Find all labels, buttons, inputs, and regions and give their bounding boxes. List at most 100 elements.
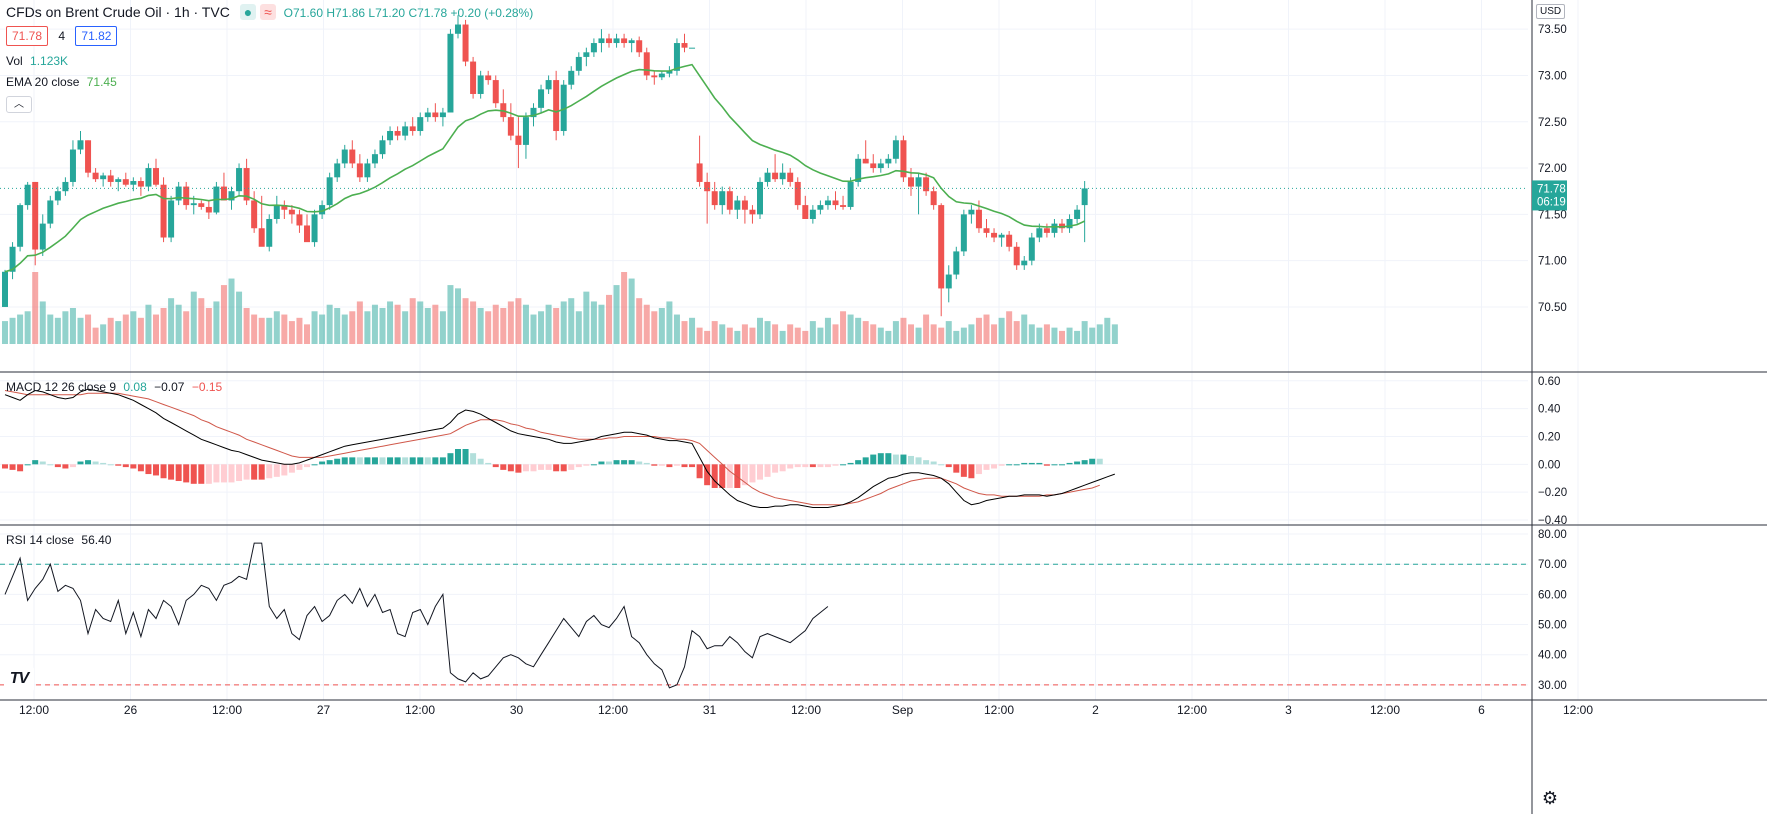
rsi-axis-tick: 30.00: [1538, 680, 1567, 692]
ohlc-high: H71.86: [326, 6, 366, 20]
macd-axis-tick: −0.40: [1538, 515, 1567, 527]
candle-body: [402, 126, 409, 136]
candle-body: [968, 209, 975, 215]
volume-bar: [175, 304, 182, 344]
macd-histogram-bar: [545, 464, 552, 470]
candle-body: [258, 228, 265, 247]
time-axis-label: 12:00: [791, 703, 821, 717]
candle-body: [538, 89, 545, 108]
volume-bar: [545, 304, 552, 344]
ema-legend-name: EMA 20 close: [6, 75, 80, 89]
volume-legend[interactable]: Vol 1.123K: [6, 54, 68, 68]
candle-body: [32, 181, 39, 250]
candle-body: [1074, 209, 1081, 219]
macd-histogram-bar: [288, 464, 295, 473]
ema-legend-value: 71.45: [86, 75, 117, 89]
volume-bar: [32, 272, 39, 344]
collapse-legend-button[interactable]: ︿: [6, 96, 32, 113]
candle-body: [575, 56, 582, 71]
macd-histogram-bar: [17, 464, 24, 472]
candle-body: [371, 154, 378, 164]
data-mode-badge[interactable]: ≈: [260, 4, 276, 20]
rsi-pane: [0, 542, 1528, 689]
macd-histogram-bar: [983, 464, 990, 470]
volume-bar: [1006, 311, 1013, 344]
macd-histogram-bar: [666, 464, 673, 468]
candle-body: [749, 209, 756, 215]
macd-histogram-bar: [175, 464, 182, 482]
volume-legend-value: 1.123K: [30, 54, 69, 68]
candle-body: [711, 191, 718, 206]
volume-bar: [296, 317, 303, 344]
macd-histogram-bar: [530, 464, 537, 472]
candle-body: [1036, 228, 1043, 238]
volume-bar: [945, 321, 952, 344]
price-axis-tick: 71.50: [1538, 209, 1567, 221]
settings-gear-icon[interactable]: ⚙: [1541, 787, 1559, 808]
currency-selector[interactable]: USD: [1536, 3, 1566, 19]
ask-price-box[interactable]: 71.82: [75, 26, 118, 46]
candle-body: [39, 223, 46, 250]
macd-axis-tick: 0.60: [1538, 376, 1560, 388]
candle-body: [17, 205, 24, 247]
macd-histogram-bar: [1066, 462, 1073, 465]
volume-bar: [809, 321, 816, 344]
volume-bar: [749, 327, 756, 344]
candle-body: [719, 191, 726, 206]
macd-legend[interactable]: MACD 12 26 close 9 0.08 −0.07 −0.15: [6, 380, 222, 394]
macd-histogram-bar: [485, 462, 492, 465]
macd-histogram-bar: [319, 461, 326, 465]
macd-histogram-bar: [817, 464, 824, 468]
macd-histogram-bar: [515, 464, 522, 473]
symbol-title[interactable]: CFDs on Brent Crude Oil · 1h · TVC: [6, 4, 230, 20]
ema-legend[interactable]: EMA 20 close 71.45: [6, 75, 117, 89]
volume-bar: [704, 330, 711, 344]
candle-body: [923, 177, 930, 192]
volume-bar: [847, 314, 854, 344]
volume-bar: [122, 314, 129, 344]
volume-bar: [160, 308, 167, 344]
macd-histogram-bar: [349, 457, 356, 465]
candle-body: [689, 47, 696, 49]
bid-ask-row: 71.78 4 71.82: [6, 26, 118, 46]
candle-body: [741, 200, 748, 210]
last-price-tag: [1532, 180, 1567, 211]
candle-body: [432, 112, 439, 118]
candle-body: [281, 205, 288, 210]
volume-bar: [1066, 327, 1073, 344]
volume-bar: [92, 327, 99, 344]
volume-bar: [220, 285, 227, 344]
volume-bar: [107, 317, 114, 344]
rsi-legend-value: 56.40: [81, 533, 112, 547]
macd-histogram-bar: [477, 458, 484, 465]
market-status-badge[interactable]: ●: [239, 4, 257, 20]
macd-histogram-bar: [356, 457, 363, 465]
price-axis-tick: 72.50: [1538, 117, 1567, 129]
tradingview-logo[interactable]: TV: [4, 666, 34, 692]
candle-body: [983, 228, 990, 233]
volume-bar: [892, 321, 899, 344]
bid-price-box[interactable]: 71.78: [6, 26, 49, 46]
candle-body: [492, 80, 499, 104]
macd-histogram-bar: [764, 464, 771, 477]
last-price-label: 71.78: [1537, 183, 1566, 195]
macd-histogram-bar: [621, 460, 628, 465]
candle-body: [1021, 260, 1028, 266]
chevron-up-icon: ︿: [14, 98, 24, 110]
macd-histogram-bar: [1089, 458, 1096, 465]
macd-histogram-bar: [243, 464, 250, 480]
candle-body: [636, 40, 643, 53]
macd-histogram-bar: [847, 462, 854, 465]
macd-histogram-bar: [455, 449, 461, 465]
macd-histogram-bar: [1006, 464, 1013, 466]
rsi-legend[interactable]: RSI 14 close 56.40: [6, 533, 111, 547]
candle-body: [387, 131, 394, 141]
logo-text: TV: [9, 670, 29, 687]
macd-histogram-bar: [915, 457, 922, 465]
candle-body: [304, 225, 310, 243]
candle-body: [122, 179, 129, 185]
volume-bar: [288, 321, 295, 344]
volume-bar: [1028, 324, 1035, 344]
chart-grid: [0, 0, 1579, 700]
